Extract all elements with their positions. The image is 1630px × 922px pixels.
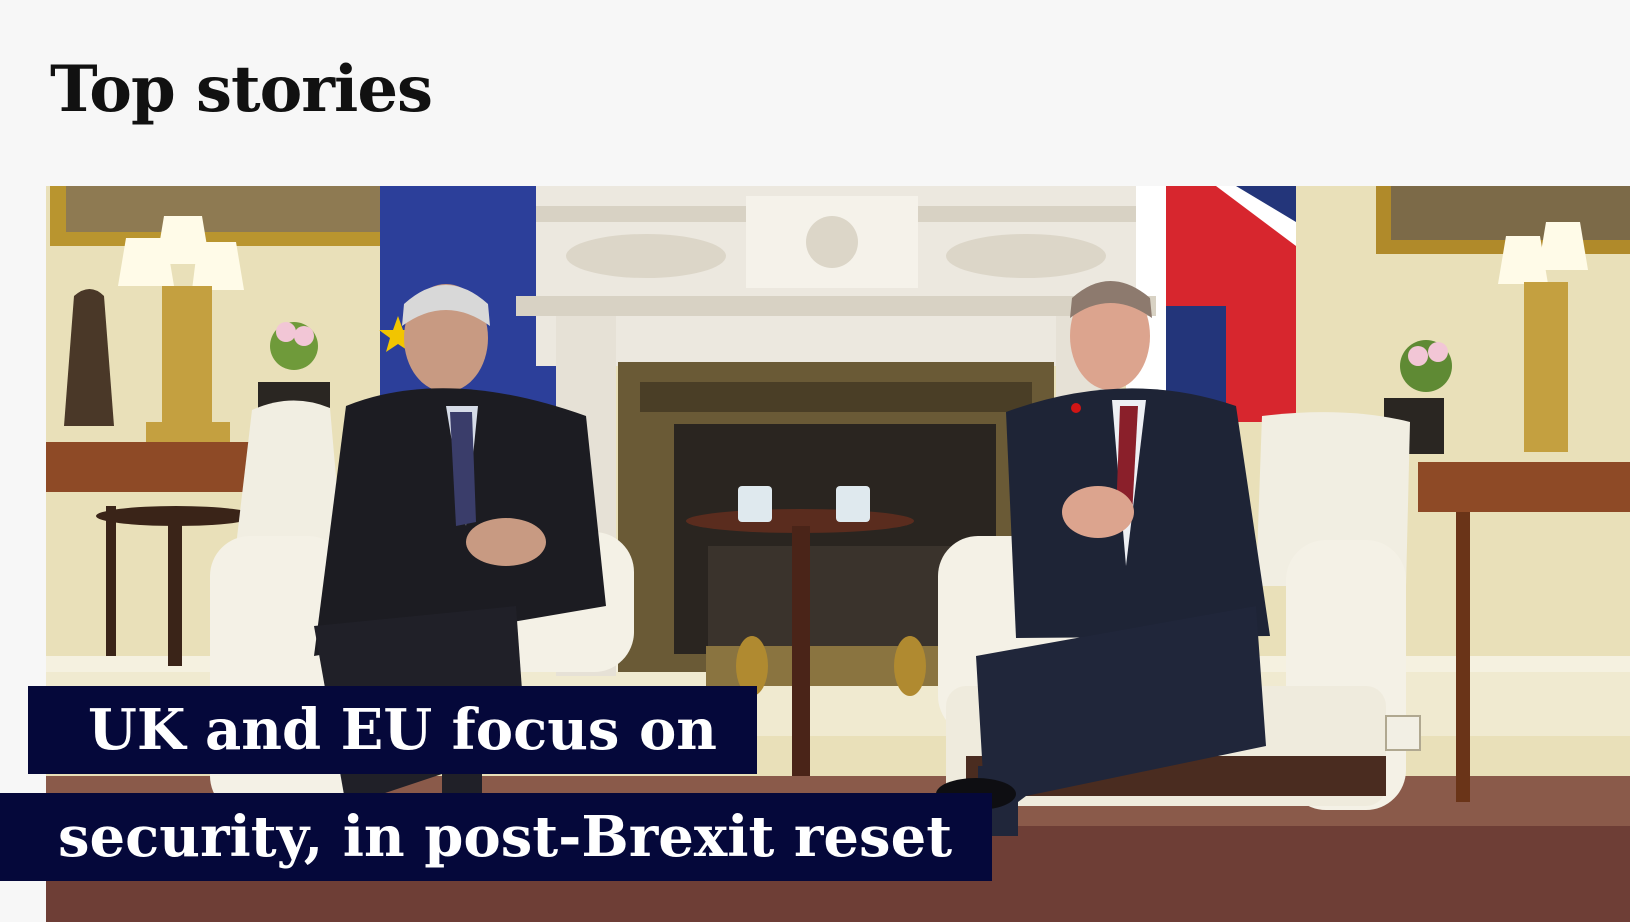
headline-line-2[interactable]: security, in post-Brexit reset — [0, 793, 993, 881]
section-title: Top stories — [50, 52, 433, 127]
headline-line-1[interactable]: UK and EU focus on — [28, 686, 758, 774]
